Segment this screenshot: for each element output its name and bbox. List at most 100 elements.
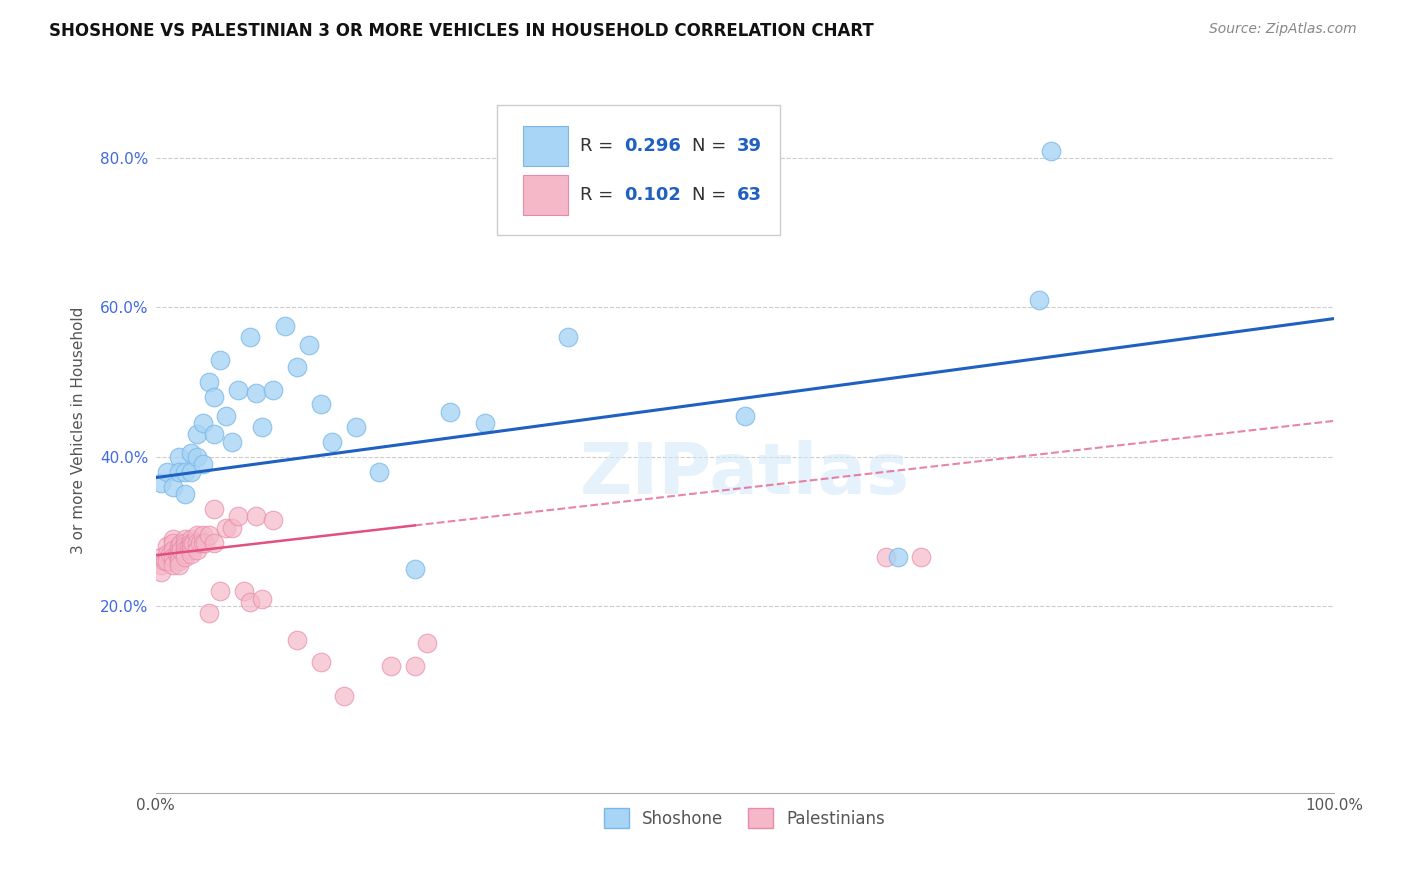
Point	[167, 550, 190, 565]
Point	[191, 457, 214, 471]
Point	[1040, 144, 1063, 158]
Point	[415, 636, 437, 650]
Point	[197, 375, 219, 389]
Point	[167, 543, 190, 558]
Point	[180, 547, 202, 561]
Text: R =: R =	[579, 186, 619, 204]
Point	[180, 539, 202, 553]
Point	[170, 535, 193, 549]
Text: 39: 39	[737, 137, 762, 155]
Point	[239, 330, 262, 344]
Point	[174, 532, 197, 546]
Point	[180, 465, 202, 479]
Point	[298, 337, 321, 351]
Point	[186, 450, 208, 464]
Point	[156, 465, 179, 479]
Point	[262, 383, 284, 397]
Point	[156, 547, 179, 561]
Point	[167, 465, 190, 479]
Point	[404, 658, 426, 673]
Point	[174, 550, 197, 565]
Point	[180, 535, 202, 549]
Point	[150, 558, 173, 572]
Point	[166, 547, 188, 561]
Point	[557, 330, 579, 344]
Point	[321, 434, 343, 449]
Point	[197, 607, 219, 621]
Point	[344, 420, 367, 434]
Point	[250, 420, 273, 434]
Text: R =: R =	[579, 137, 619, 155]
Point	[404, 562, 426, 576]
Point	[204, 535, 226, 549]
Point	[170, 543, 193, 558]
Point	[204, 502, 226, 516]
Point	[1028, 293, 1050, 307]
Point	[191, 416, 214, 430]
Point	[162, 535, 184, 549]
Point	[174, 539, 197, 553]
Point	[204, 427, 226, 442]
Point	[186, 528, 208, 542]
Point	[180, 532, 202, 546]
Text: Source: ZipAtlas.com: Source: ZipAtlas.com	[1209, 22, 1357, 37]
Point	[368, 465, 391, 479]
Text: SHOSHONE VS PALESTINIAN 3 OR MORE VEHICLES IN HOUSEHOLD CORRELATION CHART: SHOSHONE VS PALESTINIAN 3 OR MORE VEHICL…	[49, 22, 875, 40]
Point	[250, 591, 273, 606]
Point	[167, 539, 190, 553]
Point	[174, 465, 197, 479]
Point	[887, 550, 910, 565]
Point	[274, 319, 297, 334]
Point	[156, 539, 179, 553]
Point	[167, 450, 190, 464]
Point	[177, 539, 200, 553]
Point	[226, 383, 249, 397]
Point	[186, 543, 208, 558]
Point	[215, 521, 238, 535]
Point	[162, 532, 184, 546]
Point	[188, 535, 211, 549]
Text: N =: N =	[692, 186, 731, 204]
Point	[226, 509, 249, 524]
Point	[162, 543, 184, 558]
Y-axis label: 3 or more Vehicles in Household: 3 or more Vehicles in Household	[72, 307, 86, 554]
Point	[174, 547, 197, 561]
Text: 0.102: 0.102	[624, 186, 682, 204]
Point	[150, 566, 173, 580]
Point	[221, 521, 243, 535]
Point	[167, 547, 190, 561]
Point	[191, 535, 214, 549]
Text: N =: N =	[692, 137, 731, 155]
Point	[194, 535, 217, 549]
Point	[309, 397, 332, 411]
Point	[174, 543, 197, 558]
Point	[156, 554, 179, 568]
Point	[221, 434, 243, 449]
Point	[181, 535, 204, 549]
Legend: Shoshone, Palestinians: Shoshone, Palestinians	[598, 801, 893, 835]
Point	[167, 558, 190, 572]
Point	[474, 416, 496, 430]
Point	[197, 528, 219, 542]
FancyBboxPatch shape	[523, 175, 568, 215]
Point	[153, 554, 176, 568]
Point	[333, 689, 356, 703]
Text: 0.296: 0.296	[624, 137, 682, 155]
Point	[162, 550, 184, 565]
Text: 63: 63	[737, 186, 762, 204]
Point	[439, 405, 461, 419]
Point	[180, 446, 202, 460]
Point	[186, 535, 208, 549]
Point	[159, 547, 181, 561]
Point	[186, 427, 208, 442]
Point	[285, 360, 308, 375]
Point	[209, 584, 232, 599]
Point	[215, 409, 238, 423]
Point	[150, 475, 173, 490]
Point	[245, 386, 267, 401]
Point	[285, 632, 308, 647]
Point	[150, 550, 173, 565]
FancyBboxPatch shape	[523, 127, 568, 166]
Point	[174, 535, 197, 549]
Point	[875, 550, 897, 565]
